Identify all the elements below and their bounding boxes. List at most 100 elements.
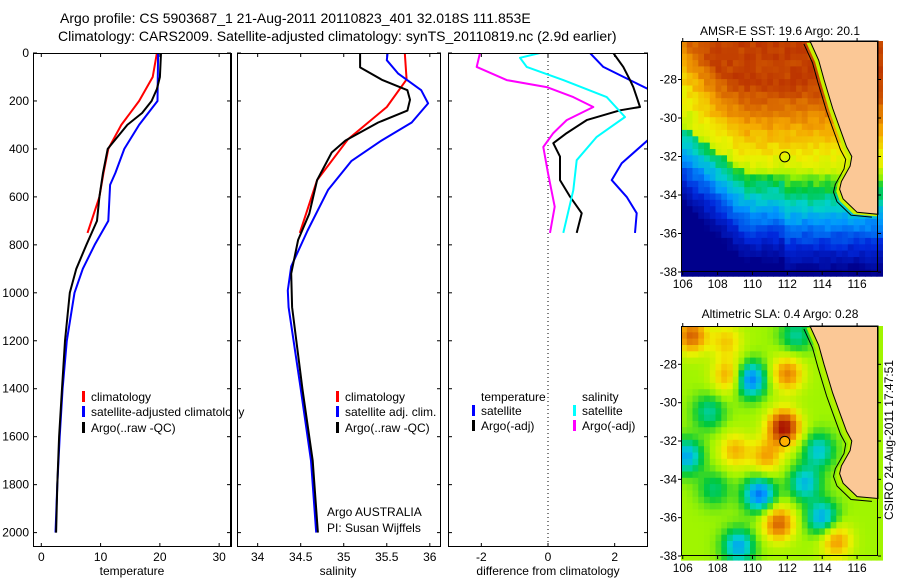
map-cell (755, 458, 763, 466)
map-cell (813, 471, 820, 479)
map-cell (876, 376, 883, 384)
legend-swatch-argo (82, 422, 85, 433)
map-cell (686, 389, 694, 397)
map-cell (876, 490, 883, 498)
map-cell (784, 263, 791, 271)
map-cell (790, 357, 797, 365)
map-cell (698, 250, 705, 258)
map-cell (784, 212, 791, 220)
map-cell (704, 414, 711, 422)
map-cell (727, 47, 734, 55)
map-cell (744, 465, 751, 472)
map-cell (721, 212, 728, 220)
temperature-legend: climatology satellite-adjusted climatolo… (82, 390, 244, 435)
map-cell (796, 389, 803, 397)
map-cell (686, 395, 694, 403)
map-cell (824, 142, 832, 150)
map-cell (796, 541, 803, 548)
map-cell (773, 363, 780, 371)
map-cell (704, 60, 711, 68)
map-cell (842, 522, 849, 529)
map-cell (790, 370, 797, 378)
map-cell (876, 338, 883, 346)
map-cell (709, 395, 717, 403)
map-cell (732, 72, 740, 80)
map-cell (830, 244, 837, 252)
map-cell (692, 155, 699, 163)
map-cell (692, 338, 699, 346)
map-cell (761, 522, 768, 529)
map-cell (778, 47, 786, 55)
map-cell (876, 471, 883, 479)
map-cell (824, 446, 832, 454)
map-cell (761, 477, 768, 485)
map-cell (686, 174, 694, 182)
map-cell (750, 332, 757, 340)
map-cell (715, 471, 722, 479)
map-cell (738, 91, 745, 99)
map-cell (767, 503, 774, 510)
map-cell (819, 439, 826, 447)
map-cell (761, 332, 768, 340)
map-cell (801, 471, 809, 479)
map-cell (721, 503, 728, 510)
map-cell (796, 66, 803, 74)
map-cell (865, 225, 872, 233)
map-cell (727, 439, 734, 447)
map-cell (784, 534, 791, 542)
map-cell (813, 206, 820, 214)
map-cell (790, 79, 797, 87)
map-cell (692, 206, 699, 214)
map-cell (686, 136, 694, 144)
x-tick-label: 112 (778, 561, 797, 575)
map-cell (796, 180, 803, 188)
map-cell (790, 458, 797, 466)
map-cell (830, 199, 837, 207)
map-cell (704, 225, 711, 233)
map-cell (738, 41, 745, 48)
map-cell (790, 345, 797, 352)
map-cell (698, 91, 705, 99)
map-cell (790, 187, 797, 195)
map-cell (732, 553, 740, 561)
map-cell (755, 522, 763, 529)
map-cell (698, 161, 705, 169)
map-cell (698, 528, 705, 536)
map-cell (727, 129, 734, 137)
map-cell (744, 117, 751, 125)
map-cell (767, 427, 774, 435)
map-cell (767, 332, 774, 340)
map-cell (698, 522, 705, 529)
map-cell (836, 237, 843, 245)
map-cell (790, 433, 797, 441)
map-cell (681, 401, 688, 409)
map-cell (704, 129, 711, 137)
map-cell (761, 484, 768, 491)
map-cell (727, 351, 734, 359)
map-cell (767, 522, 774, 529)
map-cell (761, 53, 768, 61)
map-cell (692, 408, 699, 416)
map-cell (715, 79, 722, 87)
map-cell (744, 541, 751, 548)
map-cell (767, 60, 774, 68)
map-cell (709, 490, 717, 498)
map-cell (876, 161, 883, 169)
map-cell (750, 326, 757, 333)
map-cell (773, 142, 780, 150)
map-cell (807, 174, 814, 182)
map-cell (755, 382, 763, 390)
map-cell (709, 72, 717, 80)
map-cell (750, 408, 757, 416)
map-cell (727, 477, 734, 485)
map-cell (692, 193, 699, 201)
map-cell (715, 534, 722, 542)
map-cell (784, 155, 791, 163)
map-cell (686, 477, 694, 485)
map-cell (698, 136, 705, 144)
map-cell (692, 420, 699, 428)
map-cell (830, 149, 837, 156)
map-cell (738, 142, 745, 150)
map-cell (784, 458, 791, 466)
map-cell (681, 433, 688, 441)
